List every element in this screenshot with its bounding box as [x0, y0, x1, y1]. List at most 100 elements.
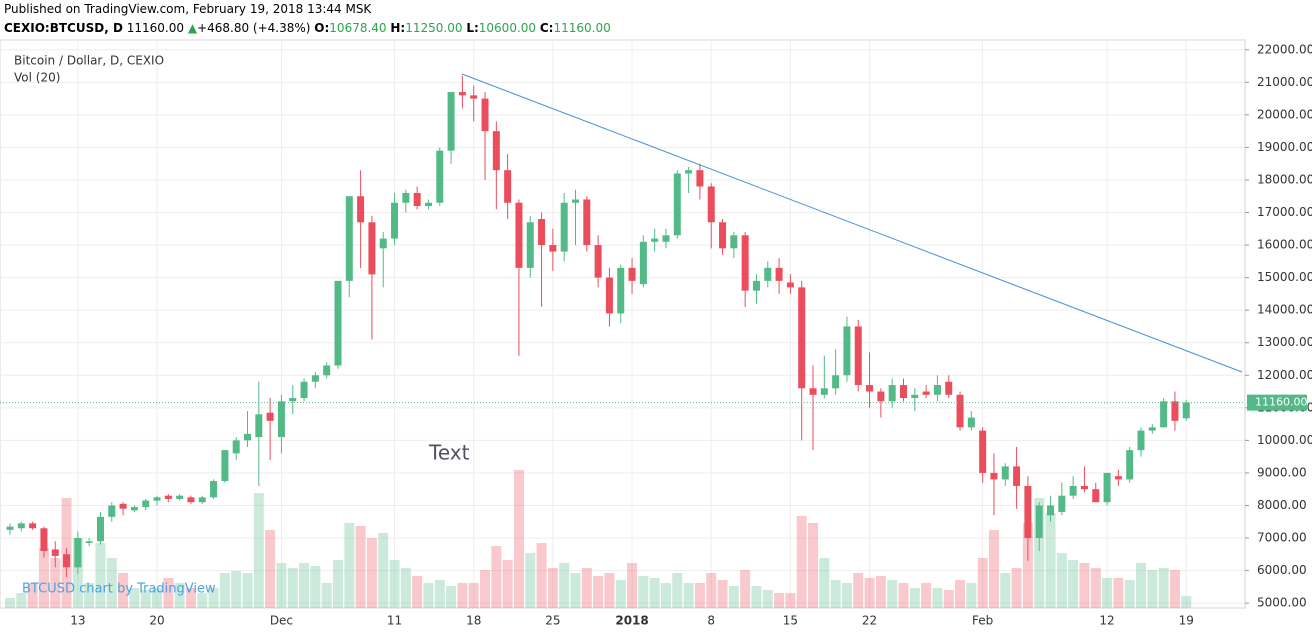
volume-bar [276, 563, 287, 608]
x-tick-label: 13 [70, 614, 85, 628]
volume-bar [310, 566, 321, 608]
volume-bar [683, 583, 694, 608]
volume-bar [344, 523, 355, 608]
volume-bar [50, 558, 61, 608]
volume-bar [366, 538, 377, 608]
volume-bar [1068, 560, 1079, 608]
volume-bar [1011, 568, 1022, 608]
candle-body [877, 391, 885, 402]
candle-body [153, 497, 161, 501]
candle-body [798, 287, 806, 389]
volume-bar [1090, 568, 1101, 608]
candle-body [85, 541, 93, 543]
candle-body [379, 238, 387, 249]
change: +468.80 (+4.38%) [197, 21, 311, 35]
candle-body [470, 95, 478, 99]
volume-bar [502, 560, 513, 608]
candle-body [1069, 485, 1077, 496]
candle-body [119, 503, 127, 509]
ohlc-key: O: [314, 21, 330, 35]
chart-title: Bitcoin / Dollar, D, CEXIO [14, 54, 164, 68]
candle-body [1182, 402, 1190, 419]
candle-body [277, 401, 285, 438]
volume-bar [1136, 563, 1146, 608]
candle-body [1160, 401, 1168, 428]
volume-bar [525, 553, 536, 608]
quote-row: CEXIO:BTCUSD, D 11160.00 ▲+468.80 (+4.38… [4, 19, 611, 38]
volume-bar [287, 568, 298, 608]
y-tick-label: 21000.00 [1257, 75, 1312, 89]
volume-bar [955, 580, 966, 608]
volume-bar [378, 533, 389, 608]
candle-body [108, 505, 116, 517]
volume-bar [536, 543, 547, 608]
candle-body [662, 235, 670, 242]
volume-bar [627, 563, 638, 608]
candle-body [1058, 495, 1066, 512]
candle-body [1114, 476, 1122, 480]
candle-body [526, 222, 534, 268]
volume-bar [615, 580, 626, 608]
volume-bar [185, 588, 196, 608]
candle-body [413, 192, 421, 207]
candle-body [560, 202, 568, 252]
published: Published on TradingView.com, February 1… [4, 2, 372, 16]
candle-body [605, 277, 613, 314]
ohlc-key: L: [466, 21, 479, 35]
candle-body [730, 235, 738, 249]
symbol: CEXIO:BTCUSD, D [4, 21, 123, 35]
candle-body [617, 267, 625, 314]
candle-body [572, 199, 579, 203]
x-tick-label: Dec [270, 614, 293, 628]
candle-body [402, 192, 410, 203]
candle-body [538, 219, 546, 246]
candle-body [142, 500, 150, 508]
volume-bar [480, 570, 491, 608]
volume-bar [400, 568, 411, 608]
volume-bar [140, 590, 151, 608]
volume-bar [332, 560, 343, 608]
y-tick-label: 6000.00 [1257, 563, 1307, 577]
candle-body [6, 526, 14, 530]
volume-bar [864, 578, 875, 608]
volume-bar [570, 573, 581, 608]
volume-bar [717, 580, 728, 608]
volume-bar [355, 526, 366, 608]
candle-body [866, 385, 874, 392]
candle-body [1013, 466, 1021, 486]
candle-body [967, 417, 975, 428]
candle-body [594, 245, 602, 278]
volume-bar [1113, 578, 1124, 608]
candle-body [843, 326, 851, 376]
header: Published on TradingView.com, February 1… [4, 0, 611, 38]
volume-bar [389, 560, 400, 608]
candle-body [17, 523, 25, 529]
plot-frame [0, 39, 1246, 609]
candle-body [786, 282, 794, 288]
x-tick-label: 25 [545, 614, 560, 628]
volume-bar [1045, 513, 1056, 608]
x-tick-label: Feb [972, 614, 993, 628]
volume-bar [434, 580, 445, 608]
candle-body [424, 202, 432, 207]
candle-body [549, 245, 557, 252]
y-tick-label: 8000.00 [1257, 498, 1307, 512]
candle-body [764, 267, 772, 281]
volume-bar [660, 583, 671, 608]
candle-body [29, 523, 37, 529]
volume-bar [1124, 580, 1135, 608]
volume-bar [242, 573, 253, 608]
candle-body [854, 326, 862, 386]
candle-body [311, 375, 319, 382]
volume-bar [231, 571, 242, 608]
candle-body [809, 388, 817, 395]
volume-bar [163, 578, 174, 608]
volume-bar [988, 530, 999, 608]
x-tick-label: 8 [707, 614, 715, 628]
volume-bar [921, 583, 932, 608]
y-tick-label: 15000.00 [1257, 270, 1312, 284]
candle-body [492, 131, 500, 171]
volume-bar [830, 580, 841, 608]
ohlc: O:10678.40 H:11250.00 L:10600.00 C:11160… [314, 21, 610, 35]
candle-body [368, 222, 376, 275]
